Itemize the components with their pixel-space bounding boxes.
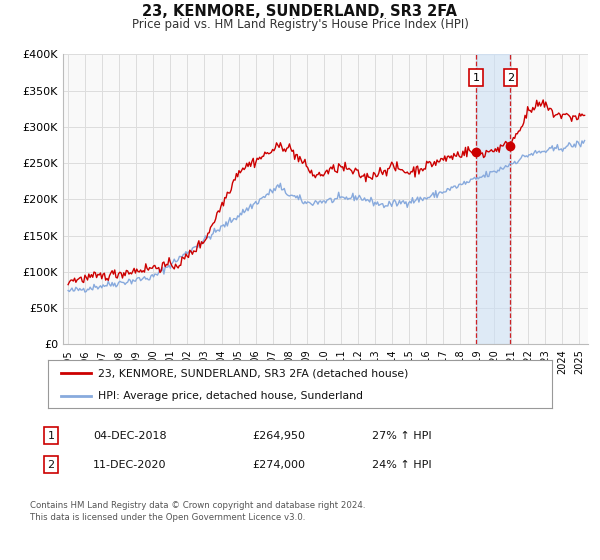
Text: 23, KENMORE, SUNDERLAND, SR3 2FA: 23, KENMORE, SUNDERLAND, SR3 2FA: [143, 4, 458, 19]
Text: 11-DEC-2020: 11-DEC-2020: [93, 460, 167, 470]
Text: £264,950: £264,950: [252, 431, 305, 441]
Text: 2: 2: [47, 460, 55, 470]
Text: 27% ↑ HPI: 27% ↑ HPI: [372, 431, 431, 441]
Text: 04-DEC-2018: 04-DEC-2018: [93, 431, 167, 441]
Bar: [476, 54, 511, 344]
Text: 23, KENMORE, SUNDERLAND, SR3 2FA (detached house): 23, KENMORE, SUNDERLAND, SR3 2FA (detach…: [98, 368, 409, 379]
Text: 2: 2: [507, 73, 514, 82]
Text: Price paid vs. HM Land Registry's House Price Index (HPI): Price paid vs. HM Land Registry's House …: [131, 18, 469, 31]
Text: 1: 1: [47, 431, 55, 441]
Text: 1: 1: [472, 73, 479, 82]
Text: 24% ↑ HPI: 24% ↑ HPI: [372, 460, 431, 470]
Text: Contains HM Land Registry data © Crown copyright and database right 2024.
This d: Contains HM Land Registry data © Crown c…: [30, 501, 365, 522]
Text: £274,000: £274,000: [252, 460, 305, 470]
Text: HPI: Average price, detached house, Sunderland: HPI: Average price, detached house, Sund…: [98, 391, 364, 402]
